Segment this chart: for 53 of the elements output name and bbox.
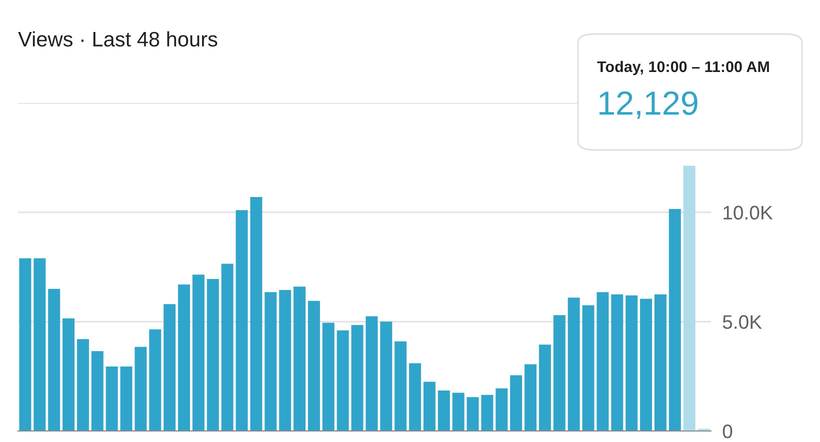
bar xyxy=(626,295,638,431)
bar xyxy=(308,300,320,431)
annotation: 12,129 xyxy=(600,91,698,119)
bar xyxy=(496,388,508,431)
bar xyxy=(596,292,609,431)
bar xyxy=(264,292,277,431)
bar xyxy=(668,209,681,431)
bar xyxy=(553,315,566,431)
bar xyxy=(538,344,551,431)
bar xyxy=(394,341,407,431)
chart-title: Views · Last 48 hours xyxy=(18,31,218,47)
bar xyxy=(279,290,292,431)
bar xyxy=(294,286,306,431)
bar xyxy=(654,294,666,431)
bar xyxy=(206,279,219,431)
bar xyxy=(466,397,479,431)
bar xyxy=(351,324,364,431)
bar xyxy=(236,210,248,431)
bar xyxy=(91,351,104,431)
bar xyxy=(423,382,436,431)
bar xyxy=(481,394,494,431)
bar xyxy=(48,288,60,431)
bar xyxy=(250,197,262,431)
bar xyxy=(380,322,392,431)
bar xyxy=(611,294,624,431)
bar xyxy=(106,366,118,431)
y-tick-label: 5.0K xyxy=(722,315,762,329)
bar xyxy=(510,375,522,431)
bar xyxy=(62,318,75,431)
bar xyxy=(149,329,162,431)
bar xyxy=(76,339,89,431)
bar xyxy=(640,298,652,431)
bar xyxy=(438,390,450,431)
bar xyxy=(178,284,190,431)
bar xyxy=(409,363,422,431)
bar xyxy=(134,346,147,431)
bar xyxy=(34,258,46,431)
text: Today, 10:00 – 11:00 AM xyxy=(597,60,769,76)
bar xyxy=(336,330,349,431)
bar xyxy=(366,316,378,431)
bar xyxy=(322,322,334,431)
y-tick-label: 0 xyxy=(722,424,732,438)
bar xyxy=(568,298,580,431)
bar xyxy=(192,274,204,431)
y-tick-label: 10.0K xyxy=(724,206,773,220)
bar xyxy=(120,366,132,431)
bar xyxy=(164,304,176,431)
bar xyxy=(582,305,594,431)
bar xyxy=(524,364,537,431)
bar xyxy=(452,392,464,431)
bar xyxy=(221,264,234,431)
bar xyxy=(683,166,696,431)
bar xyxy=(19,258,32,431)
